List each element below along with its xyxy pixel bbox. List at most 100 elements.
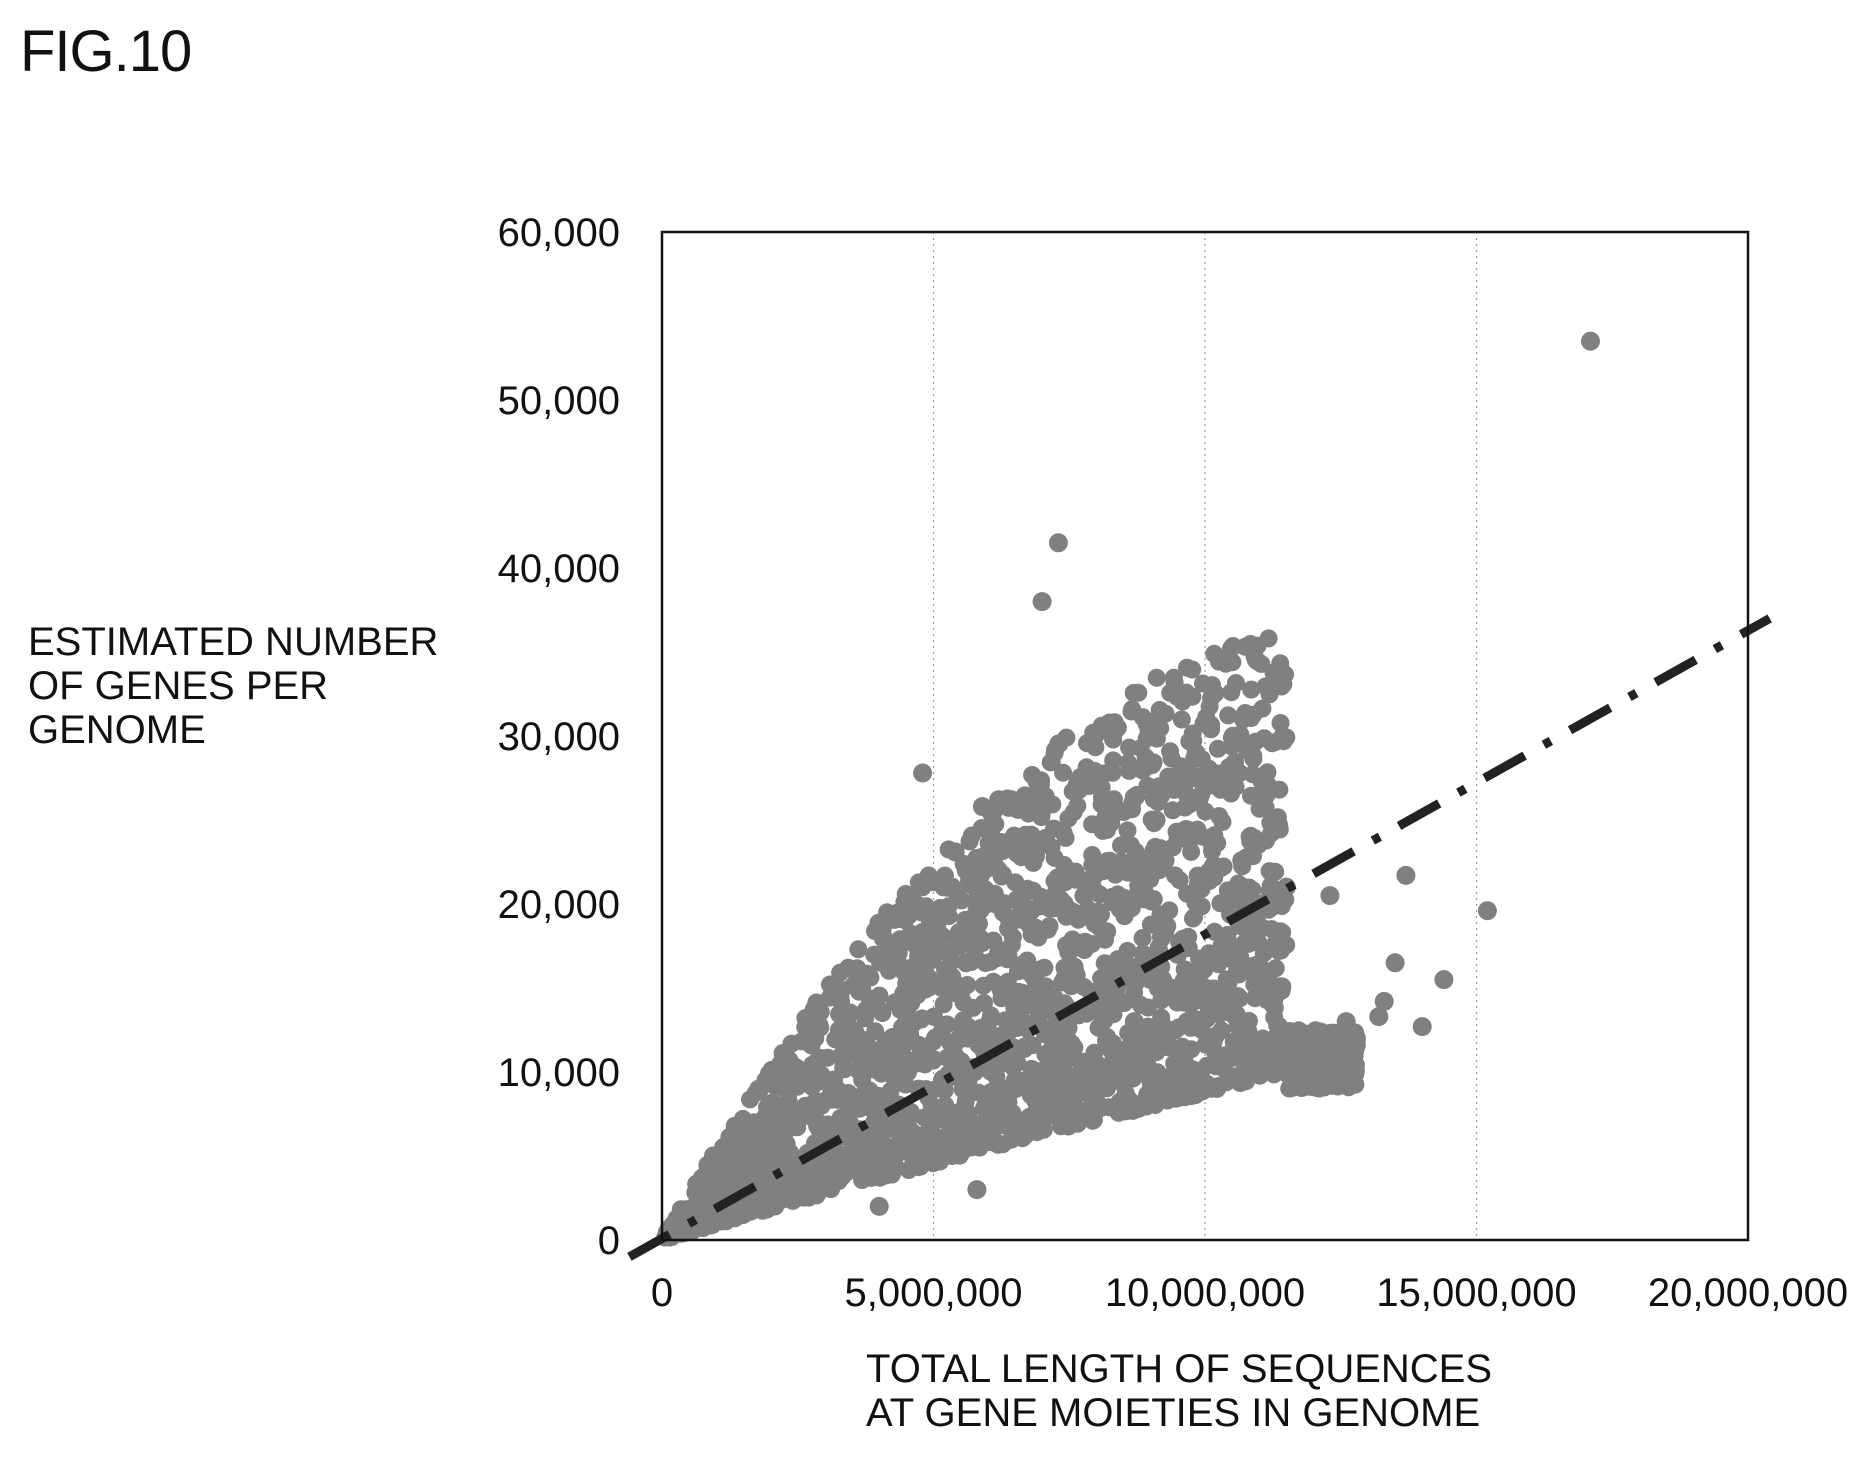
data-point — [1054, 763, 1072, 782]
data-point — [989, 976, 1008, 994]
outlier-point — [1336, 1012, 1356, 1032]
data-point — [1152, 929, 1171, 948]
data-point — [1019, 1118, 1037, 1137]
outlier-point — [1065, 961, 1085, 981]
data-point — [864, 1101, 883, 1120]
data-point — [1254, 778, 1273, 797]
data-point — [1206, 1043, 1224, 1061]
outlier-point — [1021, 901, 1041, 921]
data-point — [1102, 813, 1121, 832]
outlier-point — [848, 970, 867, 990]
y-tick-label: 30,000 — [498, 715, 620, 759]
data-point — [853, 1071, 872, 1090]
outlier-point — [913, 763, 933, 783]
data-point — [1056, 828, 1075, 847]
data-point — [813, 1092, 831, 1111]
data-point — [1177, 785, 1196, 804]
data-point — [1192, 785, 1211, 804]
data-point — [1323, 1035, 1341, 1054]
data-point — [1212, 1021, 1231, 1040]
data-point — [1149, 792, 1168, 811]
data-point — [1041, 1025, 1060, 1044]
data-point — [1172, 710, 1191, 729]
data-point — [787, 1189, 805, 1208]
data-point — [696, 1204, 715, 1223]
data-point — [1051, 1107, 1069, 1126]
data-point — [834, 1058, 853, 1077]
data-point — [1162, 1037, 1180, 1056]
data-point — [1242, 709, 1261, 728]
data-point — [1202, 689, 1220, 708]
data-point — [1160, 901, 1179, 920]
data-point — [1010, 984, 1029, 1003]
outlier-point — [1059, 941, 1079, 961]
data-point — [1031, 960, 1050, 979]
data-point — [1226, 777, 1245, 796]
data-point — [1046, 741, 1064, 760]
data-point — [694, 1172, 713, 1191]
data-point — [663, 1215, 682, 1234]
data-point — [815, 1177, 834, 1196]
x-tick-label: 0 — [651, 1271, 673, 1315]
data-point — [1175, 1045, 1194, 1064]
x-tick-label: 5,000,000 — [845, 1271, 1023, 1315]
data-point — [844, 1100, 863, 1119]
data-point — [1005, 998, 1024, 1017]
data-point — [1092, 778, 1111, 797]
data-point — [1055, 1040, 1074, 1059]
data-point — [1040, 1072, 1059, 1091]
data-point — [1008, 962, 1027, 981]
data-point — [1213, 813, 1232, 831]
data-point — [1209, 1005, 1228, 1024]
data-point — [1196, 802, 1215, 821]
data-point — [1115, 994, 1134, 1013]
data-point — [727, 1146, 746, 1165]
data-point — [1152, 1008, 1171, 1027]
data-point — [1043, 795, 1062, 814]
data-point — [1135, 883, 1154, 902]
outlier-point — [1244, 956, 1264, 976]
data-point — [776, 1117, 795, 1136]
outlier-point — [1021, 825, 1041, 845]
point-cloud — [656, 629, 1366, 1247]
data-point — [1190, 1011, 1209, 1029]
data-point — [1007, 1019, 1026, 1038]
data-point — [999, 1092, 1018, 1111]
data-point — [1274, 1050, 1292, 1069]
data-point — [1170, 871, 1189, 890]
y-tick-label: 60,000 — [498, 211, 620, 255]
data-point — [950, 1146, 969, 1165]
data-point — [1150, 777, 1168, 796]
data-point — [1208, 739, 1227, 758]
data-point — [995, 941, 1014, 960]
data-point — [954, 1011, 973, 1030]
data-point — [758, 1139, 777, 1158]
data-point — [1136, 748, 1155, 767]
outlier-point — [1048, 533, 1068, 553]
data-point — [926, 1028, 945, 1047]
data-point — [981, 1011, 999, 1030]
data-point — [1120, 761, 1139, 780]
data-point — [818, 1048, 837, 1067]
y-tick-label: 0 — [598, 1219, 620, 1263]
outlier-point — [1266, 981, 1286, 1001]
data-point — [1219, 1050, 1238, 1069]
data-point — [942, 1109, 961, 1128]
data-point — [1244, 1055, 1263, 1074]
data-point — [896, 1127, 914, 1145]
data-point — [1108, 950, 1127, 969]
data-point — [806, 1029, 825, 1048]
outlier-point — [1032, 592, 1052, 612]
data-point — [866, 922, 884, 941]
data-point — [1168, 830, 1187, 849]
outlier-point — [1385, 953, 1405, 973]
data-point — [882, 1165, 901, 1184]
data-point — [1105, 723, 1123, 742]
data-point — [1251, 981, 1270, 1000]
outlier-point — [1342, 1045, 1362, 1065]
data-point — [1180, 732, 1199, 751]
data-point — [746, 1083, 765, 1102]
data-point — [968, 1122, 987, 1141]
data-point — [829, 978, 848, 997]
data-point — [1223, 726, 1242, 745]
